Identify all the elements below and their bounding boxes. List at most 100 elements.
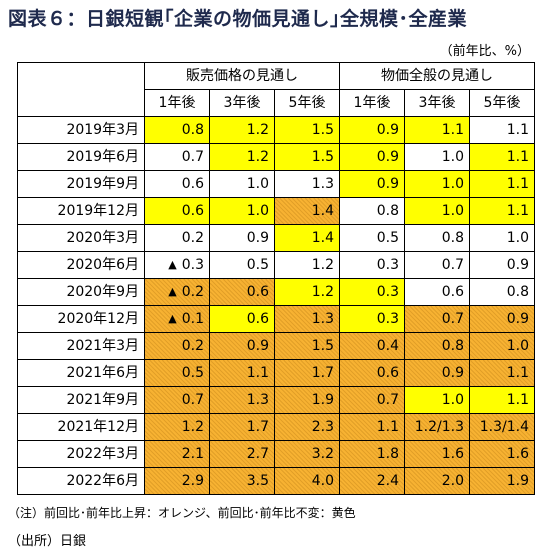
value-cell: 0.9: [209, 332, 275, 360]
cell-value: 1.0: [246, 203, 269, 219]
value-cell: 1.4: [274, 224, 340, 252]
cell-value: 0.9: [246, 338, 269, 354]
value-cell: 1.1: [469, 170, 535, 198]
cell-value: 0.2: [181, 338, 204, 354]
cell-value: 1.5: [311, 122, 334, 138]
value-cell: 1.1: [404, 116, 470, 144]
cell-value: 0.9: [376, 149, 399, 165]
value-cell: 1.8: [339, 440, 405, 468]
value-cell: 2.4: [339, 467, 405, 495]
cell-value: 1.2: [311, 257, 334, 273]
value-cell: 1.0: [209, 170, 275, 198]
value-cell: 3.5: [209, 467, 275, 495]
unit-label: （前年比、%）: [439, 44, 530, 59]
row-date-label: 2019年3月: [17, 116, 145, 144]
cell-value: 1.3: [311, 311, 334, 327]
value-cell: 2.9: [144, 467, 210, 495]
row-date-label: 2021年12月: [17, 413, 145, 441]
sub-header: 5年後: [469, 89, 535, 117]
table-row: 2022年3月 2.1 2.7 3.2 1.8 1.6 1.6: [17, 440, 535, 468]
cell-value: 0.3: [181, 257, 204, 273]
value-cell: 1.2/1.3: [404, 413, 470, 441]
value-cell: 3.2: [274, 440, 340, 468]
value-cell: 1.1: [469, 197, 535, 225]
value-cell: 0.6: [144, 197, 210, 225]
cell-value: 2.3: [311, 419, 334, 435]
row-date-label: 2020年6月: [17, 251, 145, 279]
value-cell: 1.0: [209, 197, 275, 225]
cell-value: 1.8: [376, 446, 399, 462]
value-cell: 1.1: [209, 359, 275, 387]
negative-triangle-icon: ▲: [168, 312, 177, 325]
group-header-selling-price: 販売価格の見通し: [144, 62, 340, 90]
expectations-table: 販売価格の見通し 物価全般の見通し 1年後 3年後 5年後 1年後 3年後 5年…: [17, 62, 535, 495]
value-cell: 0.6: [144, 170, 210, 198]
value-cell: 1.0: [469, 332, 535, 360]
value-cell: 0.6: [404, 278, 470, 306]
row-date-label: 2019年9月: [17, 170, 145, 198]
cell-value: 2.9: [181, 473, 204, 489]
table-row: 2021年12月 1.2 1.7 2.3 1.1 1.2/1.3 1.3/1.4: [17, 413, 535, 441]
cell-value: 1.2: [311, 284, 334, 300]
table-row: 2020年6月 ▲ 0.3 0.5 1.2 0.3 0.7 0.9: [17, 251, 535, 279]
value-cell: 0.8: [404, 332, 470, 360]
value-cell: 1.9: [469, 467, 535, 495]
cell-value: 0.6: [181, 176, 204, 192]
cell-value: 0.3: [376, 311, 399, 327]
cell-value: 0.6: [376, 365, 399, 381]
cell-value: 0.9: [376, 176, 399, 192]
cell-value: 2.0: [441, 473, 464, 489]
cell-value: 1.0: [506, 230, 529, 246]
cell-value: 1.1: [506, 203, 529, 219]
value-cell: 0.9: [469, 251, 535, 279]
cell-value: 0.7: [376, 392, 399, 408]
table-row: 2021年9月 0.7 1.3 1.9 0.7 1.0 1.1: [17, 386, 535, 414]
value-cell: 1.1: [469, 359, 535, 387]
cell-value: 1.9: [506, 473, 529, 489]
sub-header: 3年後: [404, 89, 470, 117]
value-cell: 0.3: [339, 305, 405, 333]
cell-value: 1.2: [246, 149, 269, 165]
cell-value: 1.3: [246, 392, 269, 408]
figure-title: 図表６：日銀短観｢企業の物価見通し｣全規模･全産業: [8, 8, 468, 30]
value-cell: 1.1: [469, 386, 535, 414]
table-row: 2020年12月 ▲ 0.1 0.6 1.3 0.3 0.7 0.9: [17, 305, 535, 333]
row-date-label: 2019年12月: [17, 197, 145, 225]
cell-value: 1.2: [246, 122, 269, 138]
value-cell: 0.9: [339, 170, 405, 198]
cell-value: 0.9: [506, 311, 529, 327]
value-cell: 1.5: [274, 143, 340, 171]
value-cell: 0.2: [144, 332, 210, 360]
value-cell: 1.7: [274, 359, 340, 387]
value-cell: 0.6: [209, 278, 275, 306]
value-cell: 1.3: [274, 170, 340, 198]
cell-value: 1.1: [506, 392, 529, 408]
value-cell: 0.8: [404, 224, 470, 252]
cell-value: 0.7: [441, 257, 464, 273]
value-cell: 0.9: [404, 359, 470, 387]
value-cell: ▲ 0.1: [144, 305, 210, 333]
value-cell: 0.5: [144, 359, 210, 387]
value-cell: 0.4: [339, 332, 405, 360]
value-cell: 1.1: [469, 116, 535, 144]
negative-triangle-icon: ▲: [168, 258, 177, 271]
value-cell: 0.9: [469, 305, 535, 333]
row-date-label: 2020年12月: [17, 305, 145, 333]
value-cell: 0.8: [144, 116, 210, 144]
cell-value: 1.6: [441, 446, 464, 462]
table-row: 2019年9月 0.6 1.0 1.3 0.9 1.0 1.1: [17, 170, 535, 198]
value-cell: 0.8: [469, 278, 535, 306]
cell-value: 1.0: [506, 338, 529, 354]
value-cell: 0.9: [339, 143, 405, 171]
value-cell: 0.3: [339, 251, 405, 279]
value-cell: 2.0: [404, 467, 470, 495]
cell-value: 1.1: [441, 122, 464, 138]
row-date-label: 2020年3月: [17, 224, 145, 252]
value-cell: 1.0: [469, 224, 535, 252]
cell-value: 1.7: [311, 365, 334, 381]
value-cell: 1.1: [469, 143, 535, 171]
value-cell: 0.9: [339, 116, 405, 144]
cell-value: 1.1: [506, 176, 529, 192]
group-header-general-price: 物価全般の見通し: [339, 62, 535, 90]
value-cell: 1.2: [209, 143, 275, 171]
